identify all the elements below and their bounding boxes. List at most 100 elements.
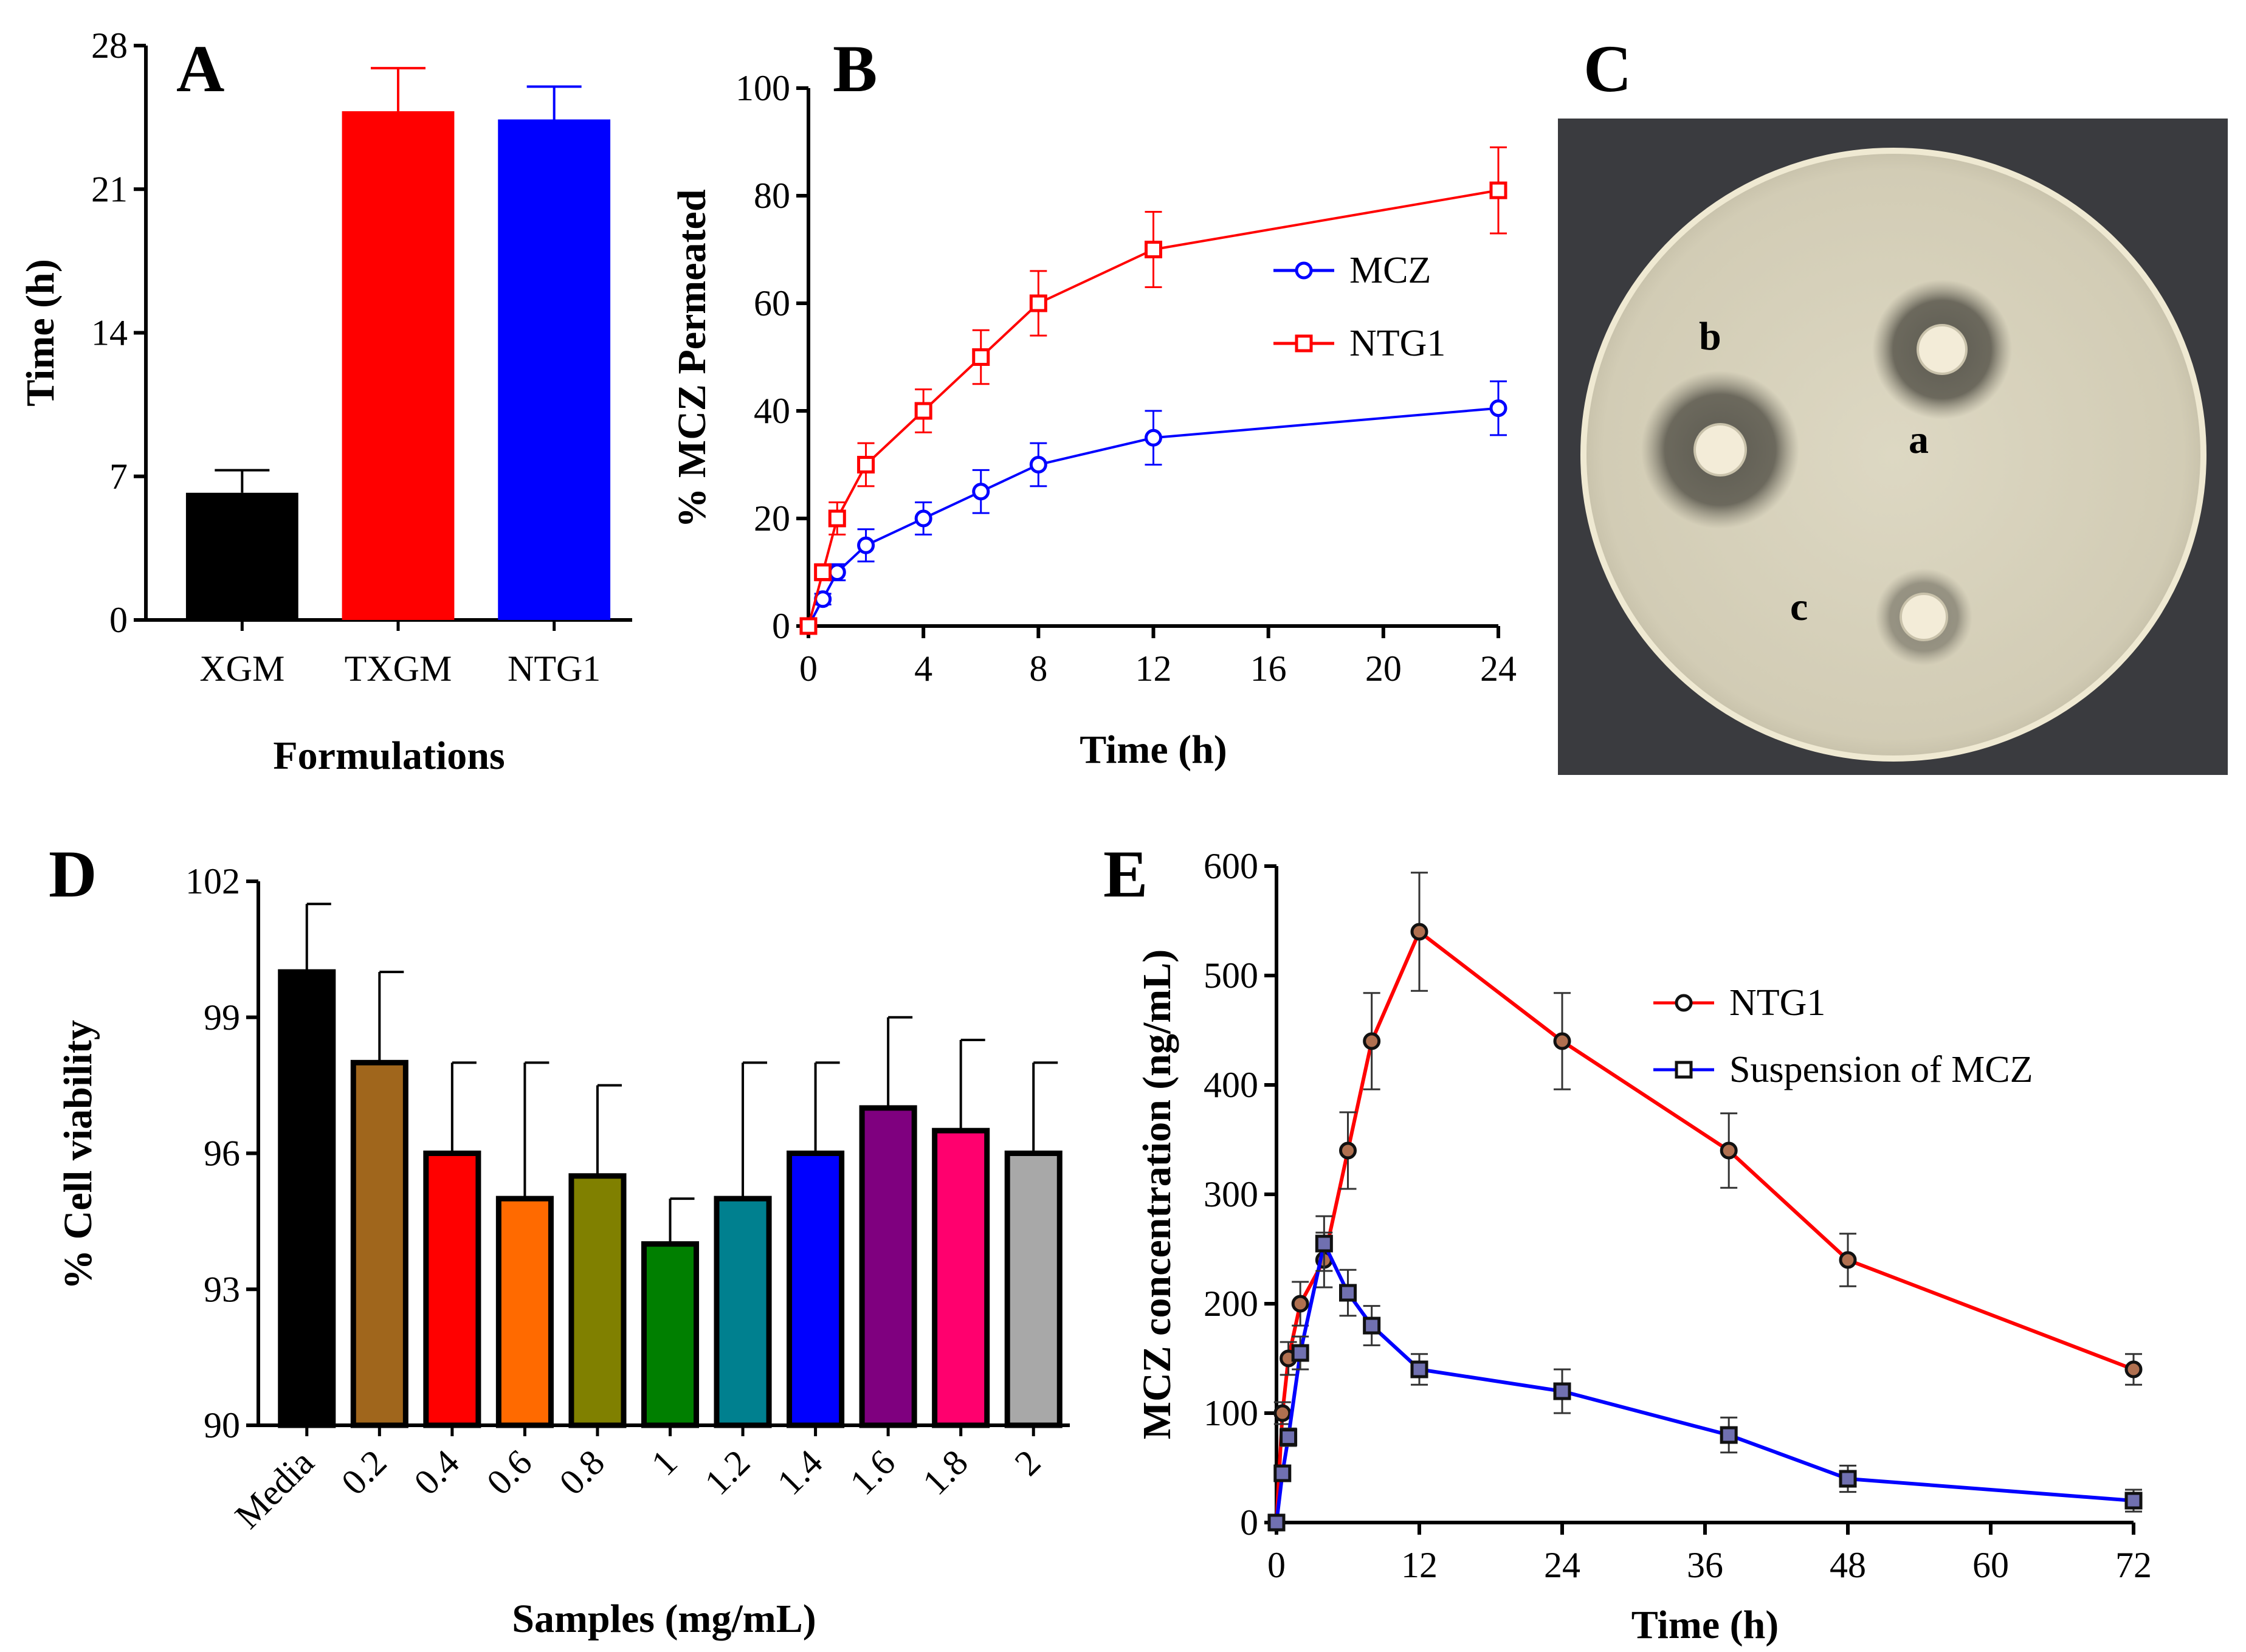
data-point [1553,1032,1571,1050]
y-tick-label: 100 [735,68,790,108]
data-point [1273,1404,1292,1422]
x-tick-label: XGM [199,649,284,689]
y-tick-label: 300 [1204,1174,1258,1214]
series-line-0 [1275,929,2135,1523]
x-tick-label: 0 [1267,1545,1286,1585]
x-axis-title: Time (h) [1080,728,1227,772]
legend-marker [1295,334,1313,353]
x-axis-title: Formulations [273,734,505,778]
bar-media [278,969,336,1428]
x-axis-title: Time (h) [1631,1603,1779,1647]
data-point [1315,1234,1333,1253]
x-tick-label: 1.2 [697,1442,758,1503]
plate-label-c: c [1790,585,1808,629]
data-point [1273,1464,1292,1482]
x-tick-label: 1 [644,1442,685,1484]
y-tick-label: 500 [1204,955,1258,996]
panel-letter-e: E [1103,837,1148,911]
y-tick-label: 7 [109,456,128,497]
data-point [1720,1426,1738,1444]
data-point [1363,1032,1381,1050]
y-axis-title: MCZ concentration (ng/mL) [1135,949,1179,1440]
x-tick-label: 0.6 [479,1442,540,1503]
y-tick-label: 200 [1204,1284,1258,1324]
data-point [1145,428,1162,447]
y-tick-label: 96 [204,1134,240,1174]
legend-label: Suspension of MCZ [1729,1049,2033,1090]
data-point [857,536,875,554]
panel-letter-a: A [176,32,224,106]
x-tick-label: 16 [1250,649,1287,689]
data-point [1839,1251,1857,1269]
x-tick-label: NTG1 [508,649,601,689]
bar-1-6 [859,1105,917,1428]
x-tick-label: 0 [799,649,818,689]
y-axis-title: % MCZ Permeated [670,189,714,528]
data-point [1489,181,1507,199]
panel-e: E 0 100 200 300 400 500 600 0 12 24 36 48 60 72 NTG1 Su… [1103,837,2152,1647]
y-axis-title: Time (h) [18,259,63,407]
panel-b: B 0 20 40 60 80 100 0 4 8 12 16 20 24 MCZ NTG1 Time (h)… [670,32,1517,772]
panel-a: A 0 7 14 21 28 XGM TXGM NTG1 Formulations Time (h… [18,26,632,778]
x-axis-title: Samples (mg/mL) [512,1597,816,1641]
disc-c [1900,593,1948,641]
data-point [2124,1360,2143,1378]
chart-e: 0 100 200 300 400 500 600 0 12 24 36 48 60 72 NTG1 Susp… [1135,846,2152,1647]
y-tick-label: 28 [91,26,128,66]
panel-d: D 90 93 96 99 102 Media 0.2 0.4 0.6 0.8 1 1.2 1.4 1.6… [49,837,1070,1641]
y-tick-label: 0 [772,606,790,646]
bar-0-8 [568,1173,627,1428]
data-point [1339,1141,1357,1160]
y-tick-label: 0 [109,600,128,640]
disc-a [1917,324,1968,375]
bar-xgm [185,492,298,620]
legend-marker [1295,261,1313,280]
y-tick-label: 400 [1204,1065,1258,1105]
data-point [1029,294,1047,312]
bar-1 [641,1241,700,1428]
panel-c: C a b c [1558,32,2228,775]
x-tick-label: 24 [1544,1545,1580,1585]
data-point [1291,1295,1309,1313]
data-point [1029,456,1047,473]
y-tick-label: 80 [754,176,790,216]
data-point [828,563,846,581]
y-tick-label: 102 [185,861,240,901]
x-tick-label: 1.8 [915,1442,976,1503]
y-tick-label: 20 [754,498,790,539]
x-tick-label: 12 [1135,649,1172,689]
data-point [1720,1141,1738,1160]
y-tick-label: 60 [754,283,790,323]
data-point [914,402,932,420]
x-tick-label: 60 [1972,1545,2009,1585]
legend-label: MCZ [1349,250,1431,291]
bar-txgm [342,111,455,620]
x-tick-label: 36 [1687,1545,1723,1585]
x-tick-label: Media [227,1442,322,1537]
x-tick-label: 0.8 [551,1442,612,1503]
y-tick-label: 14 [91,313,128,353]
chart-b: 0 20 40 60 80 100 0 4 8 12 16 20 24 MCZ NTG1 Time (h) % … [670,68,1517,772]
legend-label: NTG1 [1349,323,1445,364]
data-point [857,456,875,473]
legend-label: NTG1 [1729,982,1825,1024]
y-axis-title: % Cell viability [56,1020,100,1290]
data-point [1291,1344,1309,1362]
data-point [799,617,818,635]
x-tick-label: 72 [2115,1545,2152,1585]
y-tick-label: 99 [204,997,240,1038]
data-point [1489,399,1507,418]
data-point [814,563,832,581]
x-tick-label: TXGM [345,649,452,689]
bar-0-4 [423,1151,481,1428]
disc-b [1693,423,1747,477]
legend-marker [1675,1061,1693,1079]
bar-1-4 [787,1151,845,1428]
panel-letter-b: B [833,32,877,106]
data-point [972,348,990,366]
x-tick-label: 0.2 [334,1442,394,1503]
panel-letter-c: C [1583,32,1631,106]
data-point [914,509,932,528]
x-tick-label: 48 [1830,1545,1866,1585]
